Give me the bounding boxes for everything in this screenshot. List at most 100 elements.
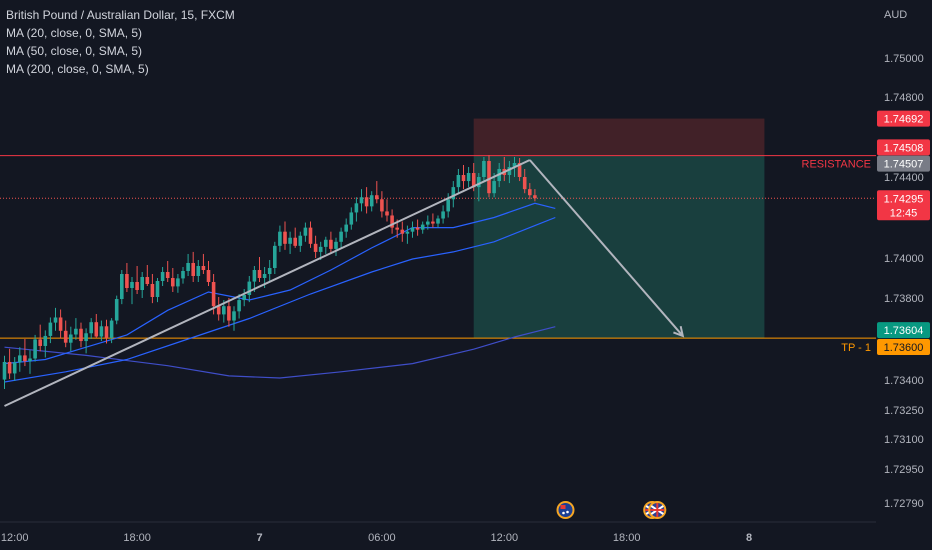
candle-body (28, 358, 32, 362)
candle-body (155, 281, 160, 297)
symbol-title[interactable]: British Pound / Australian Dollar, 15, F… (6, 8, 235, 22)
price-tag-value: 1.73604 (884, 325, 924, 337)
candle-body (242, 295, 246, 301)
price-tag[interactable]: 1.74295 12:45 (877, 190, 930, 221)
candle (109, 318, 114, 344)
candle (23, 339, 27, 367)
candle-body (18, 355, 22, 363)
take-profit-zone (473, 155, 765, 339)
candle (69, 326, 73, 352)
candle (410, 221, 415, 238)
candle-body (375, 195, 379, 200)
ma200-legend[interactable]: MA (200, close, 0, SMA, 5) (6, 62, 149, 76)
candle (456, 169, 461, 194)
candle-body (415, 227, 420, 230)
candle-body (288, 237, 292, 244)
candle-body (426, 221, 430, 225)
candle (420, 221, 425, 234)
candle (324, 236, 328, 254)
price-tag[interactable]: 1.74692 (877, 110, 930, 127)
y-tick-label: 1.73400 (884, 375, 924, 387)
candle (176, 274, 180, 293)
candle-body (471, 173, 476, 188)
candle (12, 357, 17, 381)
currency-label: AUD (884, 9, 907, 21)
ma50-legend[interactable]: MA (50, close, 0, SMA, 5) (6, 44, 143, 58)
candle-body (227, 306, 231, 321)
price-tag[interactable]: 1.73604 (877, 322, 930, 339)
candle (369, 191, 374, 212)
candle-body (23, 355, 27, 362)
candle (196, 260, 201, 282)
chart-legend: British Pound / Australian Dollar, 15, F… (6, 6, 235, 78)
candle (58, 309, 63, 339)
horizontal-lines[interactable]: RESISTANCE TP - 1 (0, 155, 876, 355)
candle-body (522, 177, 527, 190)
candle-body (380, 199, 384, 212)
time-axis[interactable]: 12:00 18:00 7 06:00 12:00 18:00 8 (0, 521, 932, 550)
price-tag[interactable]: 1.74507 (877, 155, 930, 172)
candle-body (324, 239, 328, 247)
y-tick-label: 1.74800 (884, 92, 924, 104)
price-tag-value: 1.74507 (884, 159, 924, 171)
candle (354, 197, 359, 222)
position-tool[interactable] (473, 118, 765, 339)
candle (165, 261, 170, 282)
ma200-line (4, 326, 556, 379)
candle-body (482, 161, 486, 177)
candle-body (206, 270, 211, 282)
candle-body (308, 227, 313, 244)
candle-body (48, 322, 53, 336)
price-tag-countdown: 12:45 (890, 207, 918, 219)
candle-body (257, 270, 262, 278)
ma20-legend[interactable]: MA (20, close, 0, SMA, 5) (6, 26, 143, 40)
candle-body (63, 330, 68, 343)
candle-body (303, 227, 308, 236)
candle (79, 322, 83, 348)
candle-body (420, 224, 425, 230)
event-markers[interactable] (556, 501, 667, 519)
candle-body (507, 167, 512, 175)
price-tag[interactable]: 1.74508 (877, 139, 930, 156)
x-tick-label: 12:00 (1, 532, 29, 544)
candle (114, 295, 119, 325)
tp-label: TP - 1 (841, 342, 871, 354)
y-tick-label: 1.75000 (884, 53, 924, 65)
candle-body (150, 284, 155, 297)
ma50-line (4, 216, 556, 383)
x-tick-label: 18:00 (123, 532, 151, 544)
candle-body (247, 281, 252, 295)
candle-body (451, 187, 456, 200)
candle (7, 348, 12, 379)
candle (216, 297, 221, 321)
candle (522, 169, 527, 194)
candle-body (130, 282, 134, 288)
candle-body (283, 231, 287, 244)
candle-body (2, 361, 7, 380)
au-flag-icon[interactable] (556, 501, 575, 519)
candle-body (466, 173, 471, 182)
candle (308, 221, 313, 248)
candle-body (201, 266, 206, 270)
price-axis[interactable]: AUD 1.75000 1.74800 1.74400 1.74000 1.73800 1… (876, 0, 932, 522)
candle (487, 155, 491, 198)
projection-arrow (529, 159, 684, 337)
candle-body (273, 245, 277, 268)
candle-body (359, 197, 364, 204)
candle-body (313, 243, 318, 252)
flag-star (566, 510, 569, 514)
price-tag[interactable]: 1.73600 (877, 339, 930, 355)
candle-body (237, 300, 241, 312)
candle (89, 318, 93, 339)
drawings[interactable] (4, 159, 685, 407)
candle-body (456, 175, 461, 188)
x-tick-label: 8 (746, 532, 752, 544)
candle (191, 251, 195, 282)
candle-body (441, 211, 445, 219)
uk-flag-icon[interactable] (648, 501, 667, 519)
candle (43, 330, 48, 358)
candle (242, 289, 246, 307)
candle (140, 272, 144, 298)
